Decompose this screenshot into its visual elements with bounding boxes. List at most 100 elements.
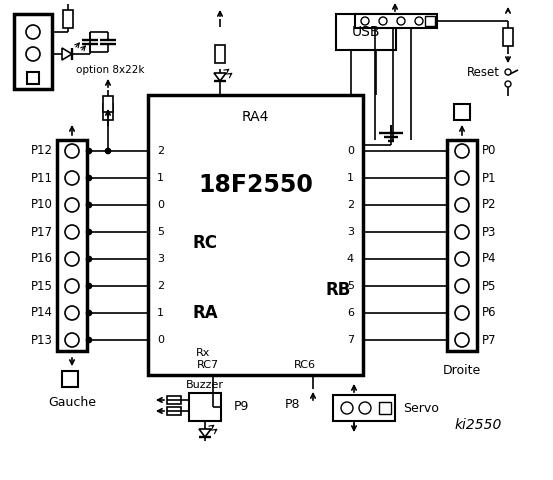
Text: RB: RB [326, 281, 351, 299]
Bar [189, 393, 221, 421]
Text: 2: 2 [157, 281, 164, 291]
Text: 1: 1 [347, 173, 354, 183]
Text: P7: P7 [482, 334, 497, 347]
Circle shape [65, 225, 79, 239]
Bar [148, 95, 363, 375]
Text: 3: 3 [157, 254, 164, 264]
Text: 2: 2 [157, 146, 164, 156]
Circle shape [86, 148, 91, 154]
Text: 6: 6 [347, 308, 354, 318]
Bar [14, 14, 52, 89]
Circle shape [455, 252, 469, 266]
Text: ki2550: ki2550 [455, 418, 502, 432]
Text: P14: P14 [31, 307, 53, 320]
Circle shape [361, 17, 369, 25]
Circle shape [455, 279, 469, 293]
Text: P0: P0 [482, 144, 497, 157]
Polygon shape [62, 48, 72, 60]
Circle shape [86, 176, 91, 180]
Bar [27, 72, 39, 84]
Circle shape [65, 333, 79, 347]
Text: P16: P16 [31, 252, 53, 265]
Circle shape [455, 144, 469, 158]
Text: P10: P10 [31, 199, 53, 212]
Circle shape [86, 229, 91, 235]
Text: Servo: Servo [403, 401, 439, 415]
Text: 0: 0 [157, 335, 164, 345]
Polygon shape [214, 73, 226, 81]
Text: P9: P9 [233, 400, 249, 413]
Circle shape [455, 306, 469, 320]
Text: P1: P1 [482, 171, 497, 184]
Text: RC6: RC6 [294, 360, 316, 370]
Text: P4: P4 [482, 252, 497, 265]
Bar [333, 395, 395, 421]
Text: Rx: Rx [196, 348, 210, 358]
Bar [103, 96, 113, 112]
Bar [62, 371, 78, 387]
Circle shape [341, 402, 353, 414]
Text: Droite: Droite [443, 364, 481, 377]
Circle shape [505, 81, 511, 87]
Bar [167, 396, 181, 404]
Circle shape [65, 279, 79, 293]
Bar [103, 104, 113, 120]
Circle shape [26, 47, 40, 61]
Text: P8: P8 [285, 398, 301, 411]
Bar [447, 140, 477, 351]
Circle shape [65, 252, 79, 266]
Circle shape [26, 25, 40, 39]
Text: 7: 7 [347, 335, 354, 345]
Circle shape [455, 333, 469, 347]
Text: Buzzer: Buzzer [186, 380, 224, 390]
Circle shape [397, 17, 405, 25]
Circle shape [379, 17, 387, 25]
Text: P6: P6 [482, 307, 497, 320]
Circle shape [86, 284, 91, 288]
Text: Gauche: Gauche [48, 396, 96, 409]
Text: P11: P11 [31, 171, 53, 184]
Circle shape [455, 225, 469, 239]
Circle shape [106, 148, 111, 154]
Bar [454, 104, 470, 120]
Text: RC7: RC7 [197, 360, 219, 370]
Circle shape [86, 337, 91, 343]
Text: 0: 0 [157, 200, 164, 210]
Bar [503, 28, 513, 46]
Circle shape [86, 203, 91, 207]
Circle shape [86, 256, 91, 262]
Text: P12: P12 [31, 144, 53, 157]
Circle shape [415, 17, 423, 25]
Text: P2: P2 [482, 199, 497, 212]
Text: P17: P17 [31, 226, 53, 239]
Text: USB: USB [352, 25, 380, 39]
Bar [336, 14, 396, 50]
Bar [355, 14, 437, 28]
Text: 5: 5 [347, 281, 354, 291]
Text: option 8x22k: option 8x22k [76, 65, 144, 75]
Circle shape [65, 144, 79, 158]
Circle shape [65, 306, 79, 320]
Text: RA4: RA4 [242, 110, 269, 124]
Bar [379, 402, 391, 414]
Bar [215, 45, 225, 63]
Text: 0: 0 [347, 146, 354, 156]
Text: 3: 3 [347, 227, 354, 237]
Bar [63, 10, 73, 28]
Circle shape [359, 402, 371, 414]
Text: P15: P15 [31, 279, 53, 292]
Circle shape [505, 69, 511, 75]
Text: 1: 1 [157, 173, 164, 183]
Text: 5: 5 [157, 227, 164, 237]
Circle shape [65, 171, 79, 185]
Text: 4: 4 [347, 254, 354, 264]
Bar [167, 407, 181, 415]
Circle shape [65, 198, 79, 212]
Polygon shape [199, 429, 211, 437]
Text: P3: P3 [482, 226, 497, 239]
Text: 2: 2 [347, 200, 354, 210]
Text: 18F2550: 18F2550 [198, 173, 313, 197]
Text: P13: P13 [31, 334, 53, 347]
Bar [425, 16, 435, 26]
Text: P5: P5 [482, 279, 497, 292]
